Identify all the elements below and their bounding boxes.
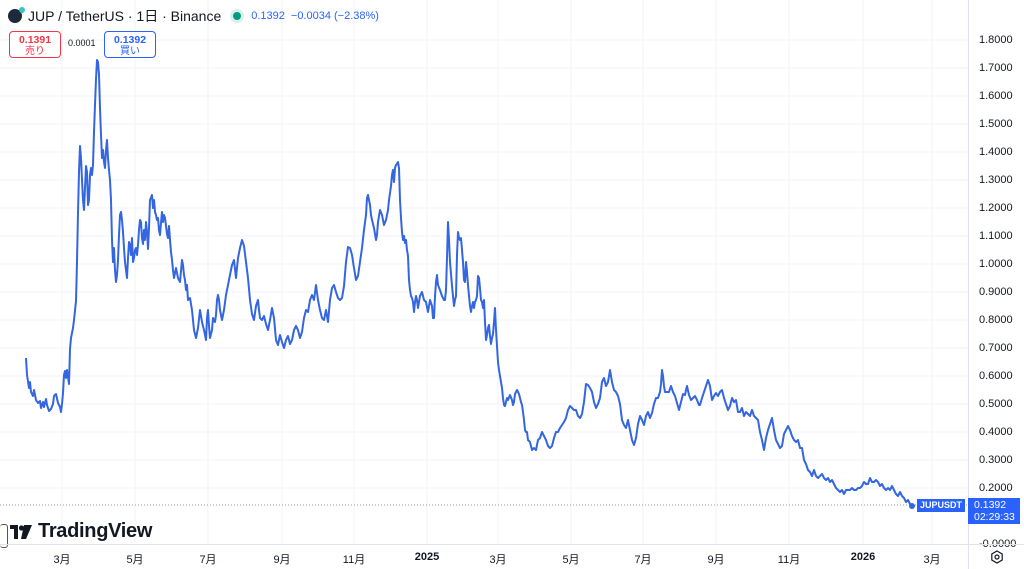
price-tick: 1.6000 — [979, 90, 1013, 102]
time-tick: 3月 — [489, 554, 507, 566]
last-price-value: 0.1392 — [251, 10, 285, 22]
time-tick: 5月 — [562, 554, 580, 566]
price-tick: 0.4000 — [979, 426, 1013, 438]
price-line — [25, 59, 913, 507]
time-tick: 5月 — [126, 554, 144, 566]
sell-label: 売り — [25, 46, 45, 57]
scroll-handle[interactable] — [0, 524, 8, 548]
current-price-label: 0.1392 02:29:33 — [968, 498, 1020, 524]
price-tick: 0.2000 — [979, 482, 1013, 494]
time-tick: 3月 — [923, 554, 941, 566]
buy-label: 買い — [120, 46, 140, 57]
price-tick: 1.4000 — [979, 146, 1013, 158]
current-price: 0.1392 — [974, 499, 1007, 511]
buy-button[interactable]: 0.1392 買い — [104, 31, 156, 58]
price-tick: 0.8000 — [979, 314, 1013, 326]
time-tick: 3月 — [53, 554, 71, 566]
price-chart-svg — [0, 0, 968, 544]
time-tick: 9月 — [707, 554, 725, 566]
price-tick: 1.1000 — [979, 230, 1013, 242]
jup-coin-icon — [8, 7, 25, 23]
price-tick: 1.7000 — [979, 62, 1013, 74]
tradingview-mark-icon — [10, 524, 32, 539]
price-tick: 0.6000 — [979, 370, 1013, 382]
price-tick: 0.7000 — [979, 342, 1013, 354]
price-tick: 1.8000 — [979, 34, 1013, 46]
time-tick: 9月 — [273, 554, 291, 566]
price-tick: 0.5000 — [979, 398, 1013, 410]
price-tick: 1.0000 — [979, 258, 1013, 270]
price-change-value: −0.0034 (−2.38%) — [290, 10, 379, 22]
sell-price: 0.1391 — [18, 34, 52, 46]
price-tick: 0.9000 — [979, 286, 1013, 298]
time-tick: 7月 — [634, 554, 652, 566]
last-price-dot — [909, 503, 915, 509]
chart-settings-button[interactable] — [968, 544, 1024, 569]
tradingview-wordmark: TradingView — [38, 520, 153, 542]
settings-gear-icon — [991, 550, 1003, 564]
time-tick: 2026 — [850, 551, 876, 563]
bar-countdown: 02:29:33 — [974, 511, 1015, 523]
chart-plot-area[interactable]: JUP / TetherUS · 1日 · Binance 0.1392 −0.… — [0, 0, 968, 548]
price-tick: 1.2000 — [979, 202, 1013, 214]
price-tick: 1.3000 — [979, 174, 1013, 186]
chart-legend: JUP / TetherUS · 1日 · Binance 0.1392 −0.… — [8, 6, 379, 26]
market-status-icon — [233, 12, 242, 20]
symbol-title[interactable]: JUP / TetherUS · 1日 · Binance — [28, 8, 222, 24]
time-tick: 7月 — [199, 554, 217, 566]
sell-button[interactable]: 0.1391 売り — [9, 31, 61, 58]
time-axis[interactable]: 3月 5月 7月 9月 11月 2025 3月 5月 7月 9月 11月 2026 3月 — [0, 544, 968, 569]
time-tick: 11月 — [777, 554, 801, 566]
symbol-price-tag: JUPUSDT — [917, 499, 966, 512]
price-tick: 0.3000 — [979, 454, 1013, 466]
price-axis[interactable]: USDT ⌄ 1.80001.70001.60001.50001.40001.3… — [968, 0, 1024, 550]
time-tick: 11月 — [342, 554, 366, 566]
tradingview-logo[interactable]: TradingView — [10, 520, 152, 543]
price-tick: 1.5000 — [979, 118, 1013, 130]
buy-price: 0.1392 — [113, 34, 147, 46]
time-tick: 2025 — [414, 551, 440, 563]
spread-value: 0.0001 — [68, 38, 96, 48]
